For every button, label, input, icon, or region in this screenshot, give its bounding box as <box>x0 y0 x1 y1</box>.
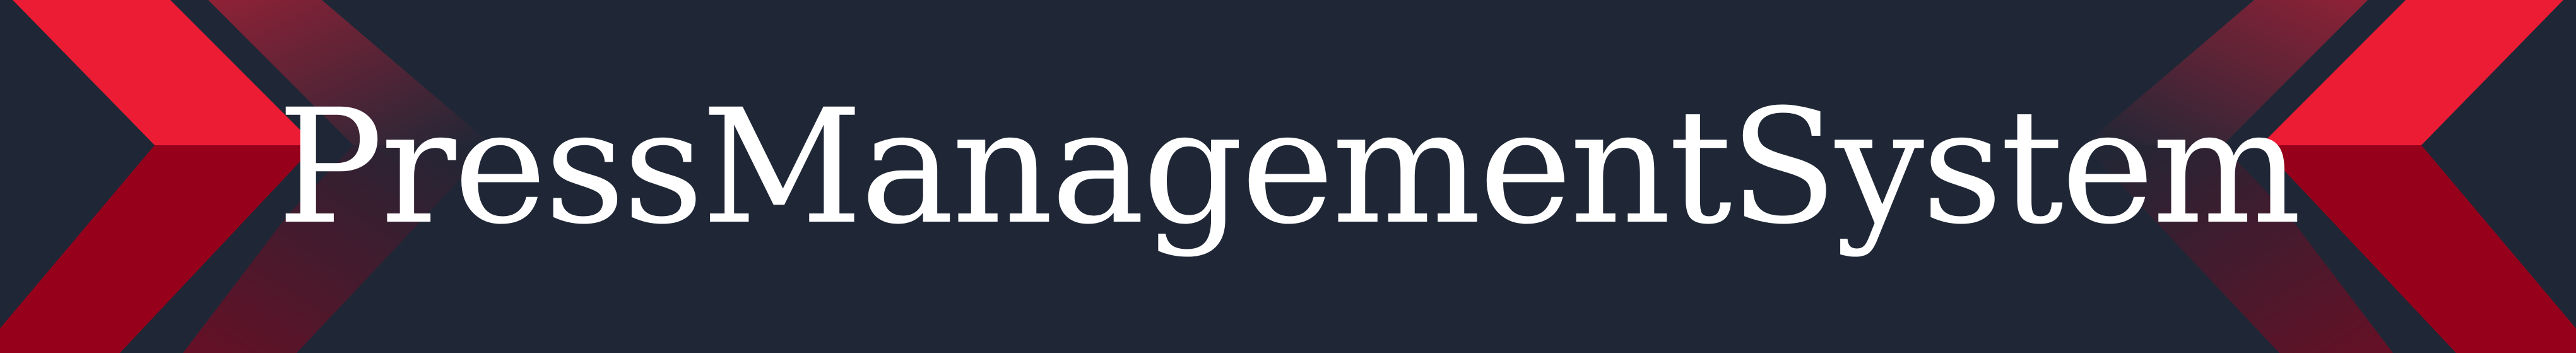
banner: PressManagementSystem <box>0 0 2576 353</box>
page-title: PressManagementSystem <box>0 0 2576 353</box>
